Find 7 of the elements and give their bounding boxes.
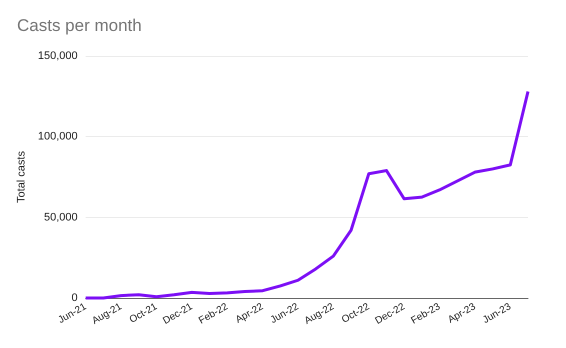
- line-series: [84, 90, 530, 300]
- y-tick-label: 50,000: [44, 211, 78, 224]
- y-tick-label: 100,000: [38, 130, 78, 143]
- chart-title: Casts per month: [17, 16, 142, 35]
- y-tick-label: 0: [72, 292, 78, 304]
- y-axis-title: Total casts: [16, 150, 28, 203]
- y-tick-label: 150,000: [38, 50, 78, 62]
